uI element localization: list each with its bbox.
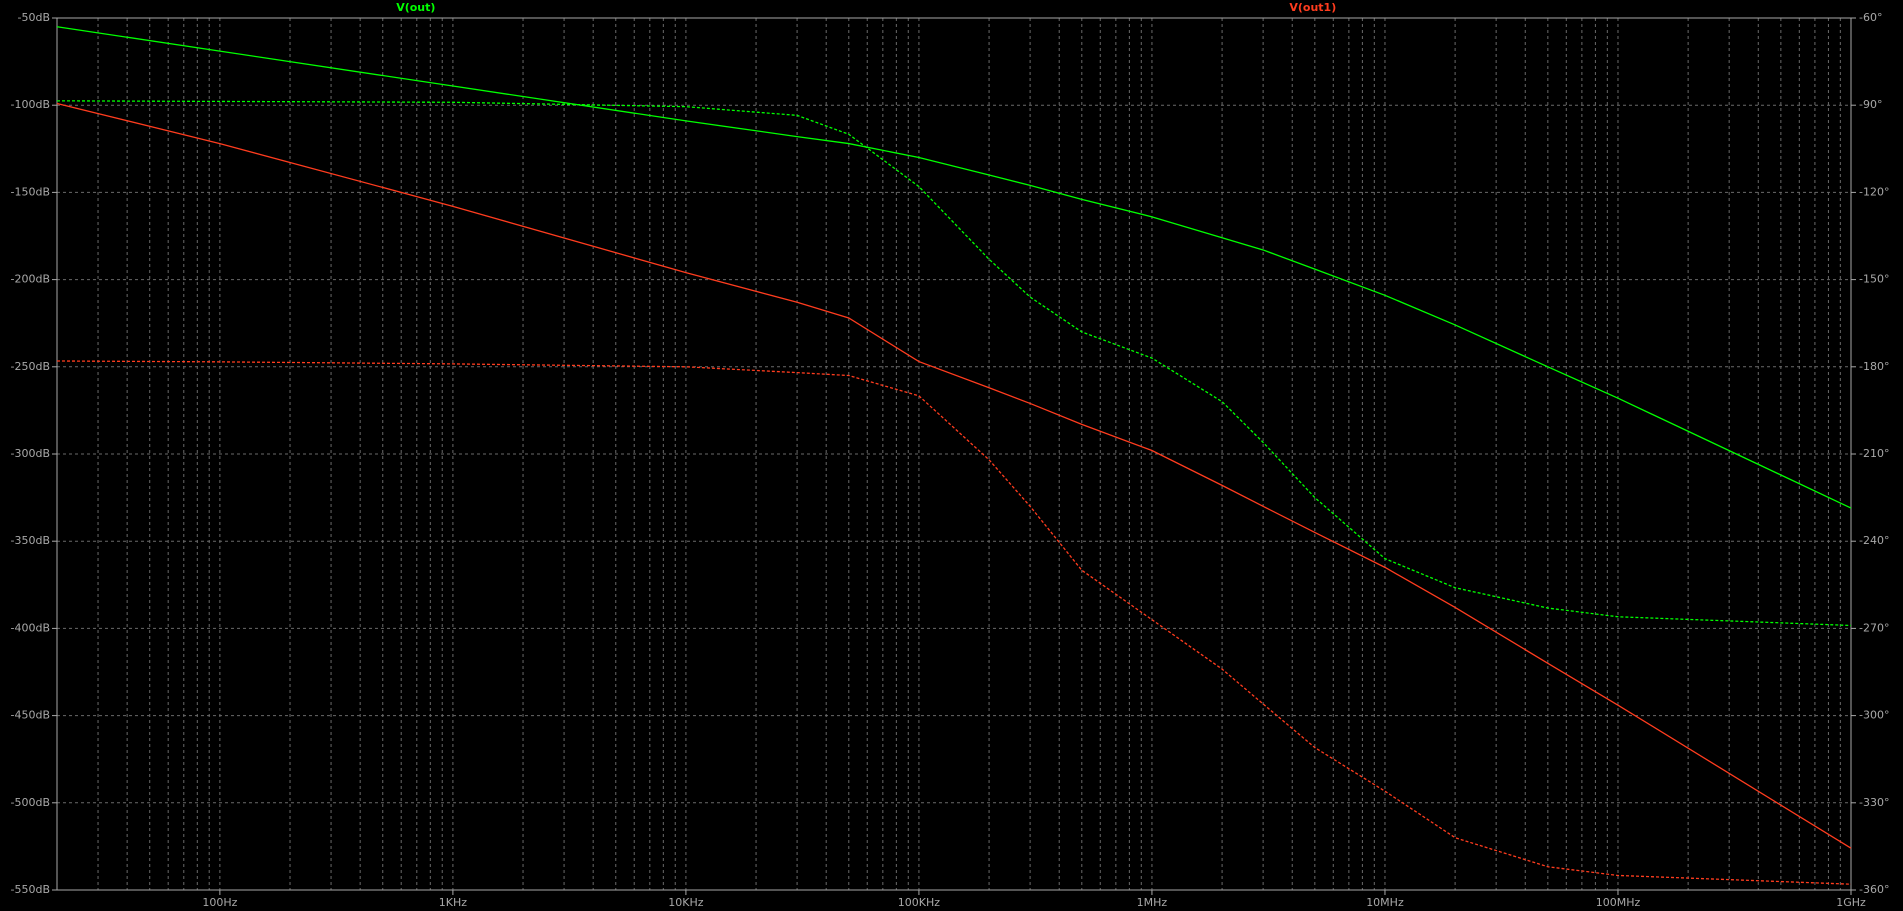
y-tick-label: -200dB [11, 273, 51, 286]
x-tick-label: 10KHz [668, 896, 703, 909]
legend-label: V(out1) [1289, 1, 1336, 14]
y2-tick-label: -150° [1859, 273, 1889, 286]
phase-line [56, 100, 1852, 627]
x-tick-label: 100MHz [1596, 896, 1641, 909]
y-tick-label: -100dB [11, 98, 51, 111]
y-tick-label: -450dB [11, 709, 51, 722]
x-tick-label: 100Hz [202, 896, 237, 909]
y-tick-label: -400dB [11, 621, 51, 634]
y-tick-label: -50dB [18, 11, 51, 24]
y2-tick-label: -330° [1859, 796, 1889, 809]
y-tick-label: -250dB [11, 360, 51, 373]
y-tick-label: -300dB [11, 447, 51, 460]
y2-tick-label: -360° [1859, 883, 1889, 896]
x-tick-label: 1KHz [439, 896, 467, 909]
y2-tick-label: -180° [1859, 360, 1889, 373]
x-tick-label: 1GHz [1836, 896, 1866, 909]
y2-tick-label: -210° [1859, 447, 1889, 460]
y-tick-label: -350dB [11, 534, 51, 547]
x-tick-label: 10MHz [1366, 896, 1404, 909]
y2-tick-label: -300° [1859, 709, 1889, 722]
y-tick-label: -150dB [11, 185, 51, 198]
plot-frame [56, 17, 1852, 891]
x-tick-label: 1MHz [1137, 896, 1168, 909]
x-tick-label: 100KHz [898, 896, 940, 909]
legend-label: V(out) [396, 1, 435, 14]
y-tick-label: -550dB [11, 883, 51, 896]
y2-tick-label: -120° [1859, 185, 1889, 198]
y2-tick-label: -90° [1859, 98, 1882, 111]
y2-tick-label: -60° [1859, 11, 1882, 24]
y-tick-label: -500dB [11, 796, 51, 809]
y2-tick-label: -270° [1859, 621, 1889, 634]
magnitude-line [56, 26, 1852, 509]
magnitude-line [56, 102, 1852, 849]
y2-tick-label: -240° [1859, 534, 1889, 547]
